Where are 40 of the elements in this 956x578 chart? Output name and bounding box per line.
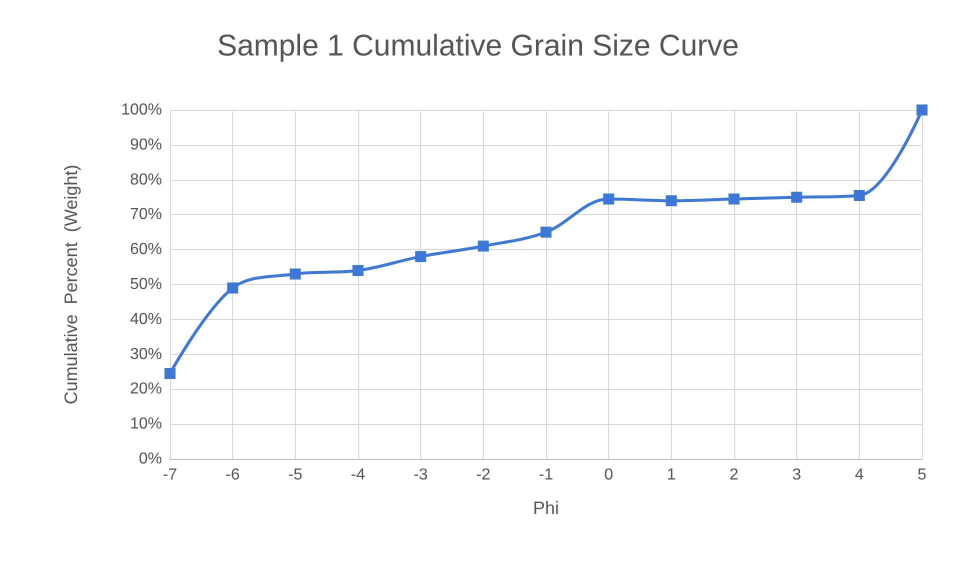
y-tick-label: 40% xyxy=(130,310,162,328)
point xyxy=(603,193,614,204)
y-tick-label: 90% xyxy=(130,136,162,154)
point xyxy=(728,193,740,204)
x-tick-label: 5 xyxy=(918,466,927,484)
x-tick-label: 1 xyxy=(666,466,676,484)
y-tick-label: 80% xyxy=(130,171,162,188)
point xyxy=(478,240,489,252)
x-tick-label: -6 xyxy=(226,466,240,484)
x-tick-label: -3 xyxy=(414,466,428,484)
y-tick-label: 10% xyxy=(130,416,162,433)
point xyxy=(164,368,176,379)
x-tick-label: 4 xyxy=(854,466,864,484)
point xyxy=(666,195,677,206)
y-tick-label: 50% xyxy=(130,276,162,293)
point xyxy=(352,265,364,276)
x-tick-label: -4 xyxy=(350,466,366,484)
point xyxy=(290,268,301,280)
point xyxy=(854,190,865,202)
x-tick-label: 3 xyxy=(792,466,802,484)
y-tick-label: 70% xyxy=(130,206,162,224)
x-tick-label: -2 xyxy=(476,466,491,484)
y-tick-label: 30% xyxy=(130,346,162,363)
y-axis-title: Cumulative Percent (Weight) xyxy=(61,164,81,404)
point xyxy=(540,226,552,238)
x-tick-label: -1 xyxy=(538,466,554,484)
point xyxy=(791,192,802,203)
y-tick-label: 60% xyxy=(130,241,162,258)
point xyxy=(227,282,238,294)
x-axis-title: Phi xyxy=(532,498,560,518)
chart-title: Sample 1 Cumulative Grain Size Curve xyxy=(217,30,739,62)
y-tick-label: 0% xyxy=(138,450,162,468)
point xyxy=(415,251,426,262)
y-tick-label: 100% xyxy=(121,102,162,118)
x-tick-label: 0 xyxy=(604,466,614,484)
x-tick-label: -7 xyxy=(162,466,178,484)
point xyxy=(916,104,928,116)
y-tick-label: 20% xyxy=(130,380,162,398)
x-tick-label: -5 xyxy=(288,466,303,484)
x-tick-label: 2 xyxy=(730,466,739,484)
